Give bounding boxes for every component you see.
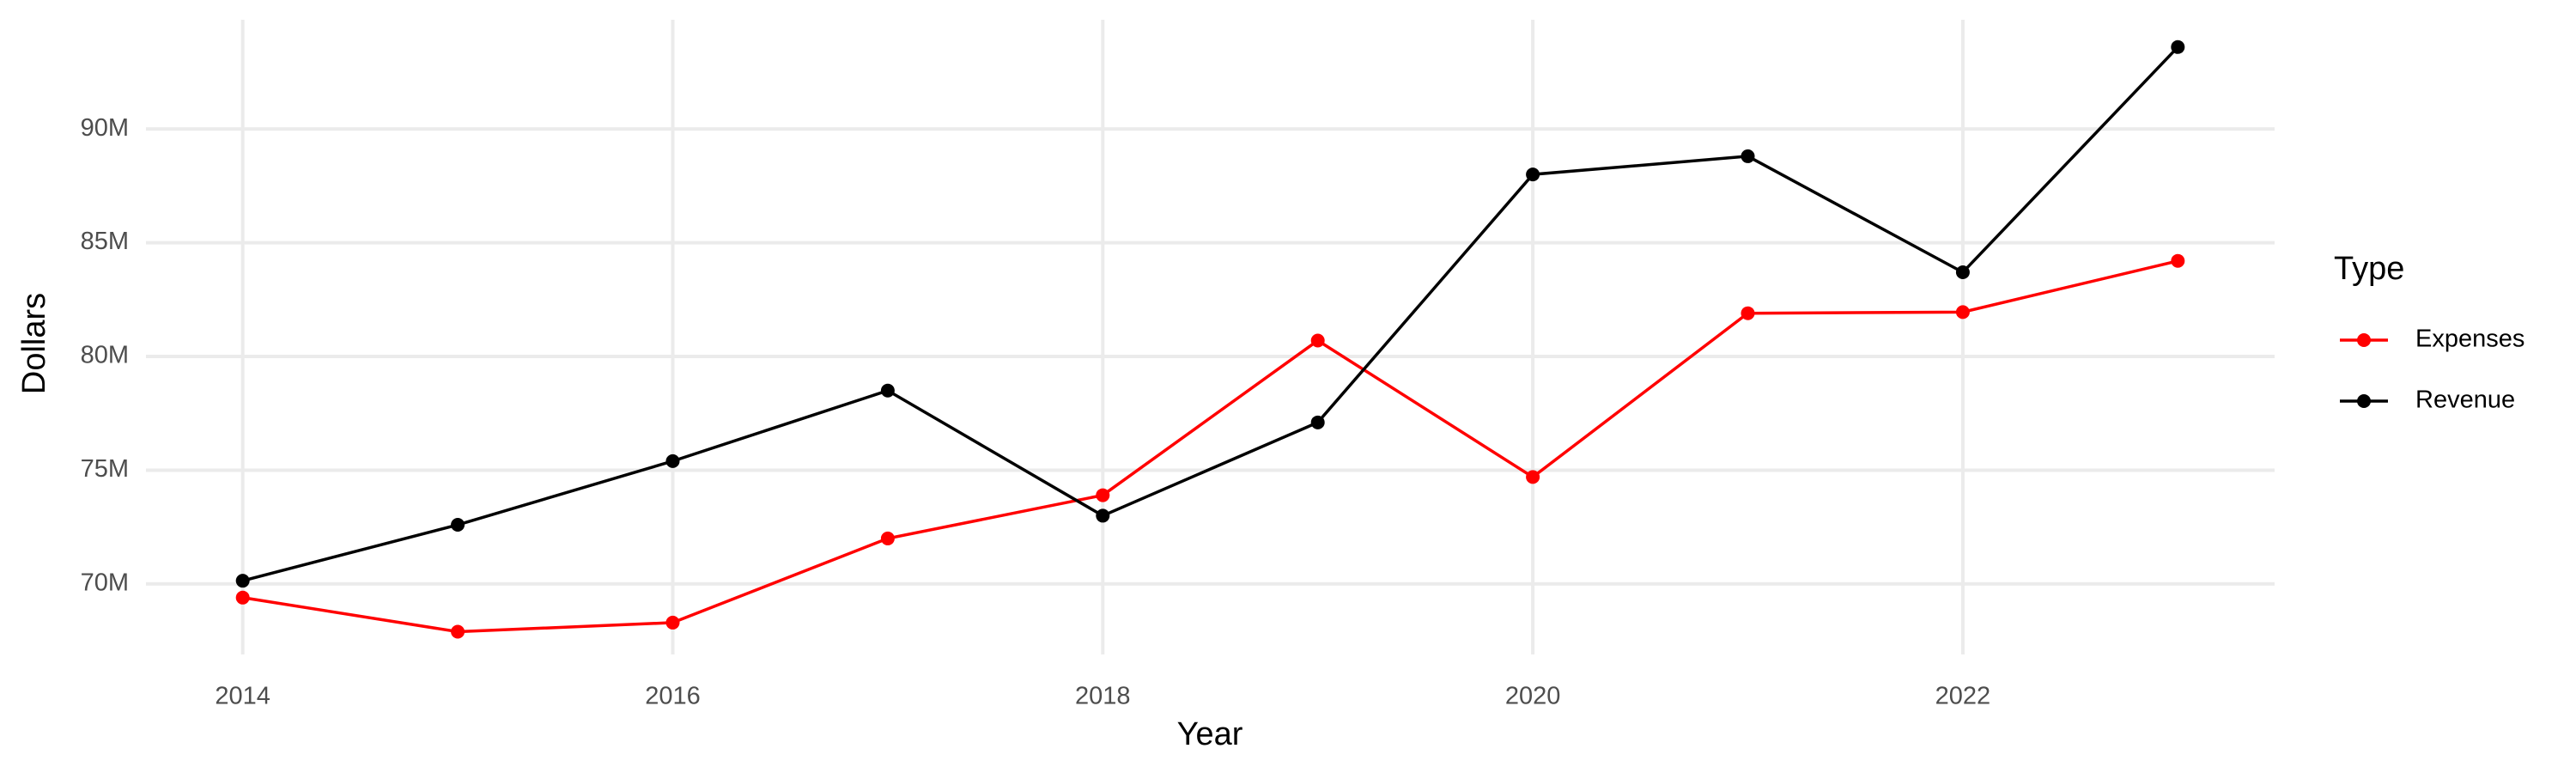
point [665, 453, 680, 468]
legend-marker [2357, 333, 2371, 347]
point [665, 615, 680, 630]
y-axis-title: Dollars [16, 293, 52, 394]
x-tick-label: 2022 [1935, 683, 1991, 710]
line [242, 46, 2179, 582]
point [235, 574, 250, 588]
legend-title: Type [2334, 251, 2404, 287]
point [451, 518, 465, 533]
x-tick-label: 2020 [1505, 683, 1561, 710]
point [1310, 415, 1325, 429]
y-tick-label: 75M [81, 455, 129, 483]
y-tick-label: 85M [81, 228, 129, 255]
point [880, 383, 895, 398]
point [2171, 253, 2185, 268]
point [1526, 167, 1540, 182]
point [1741, 306, 1755, 320]
point [1526, 470, 1540, 484]
point [880, 531, 895, 545]
legend-label: Revenue [2415, 386, 2515, 414]
point [1310, 333, 1325, 348]
x-tick-label: 2018 [1075, 683, 1131, 710]
point [1955, 305, 1970, 320]
point [1096, 508, 1110, 523]
legend-marker [2357, 394, 2371, 408]
point [1741, 149, 1755, 163]
y-tick-label: 70M [81, 569, 129, 597]
point [1955, 265, 1970, 280]
point [451, 624, 465, 639]
line [242, 259, 2178, 634]
legend-label: Expenses [2415, 326, 2524, 353]
point [1096, 488, 1110, 502]
x-tick-label: 2014 [215, 683, 270, 710]
y-tick-label: 90M [81, 114, 129, 142]
y-tick-label: 80M [81, 342, 129, 369]
x-axis-title: Year [1177, 716, 1243, 752]
point [2171, 40, 2185, 54]
point [235, 590, 250, 605]
x-tick-label: 2016 [645, 683, 701, 710]
